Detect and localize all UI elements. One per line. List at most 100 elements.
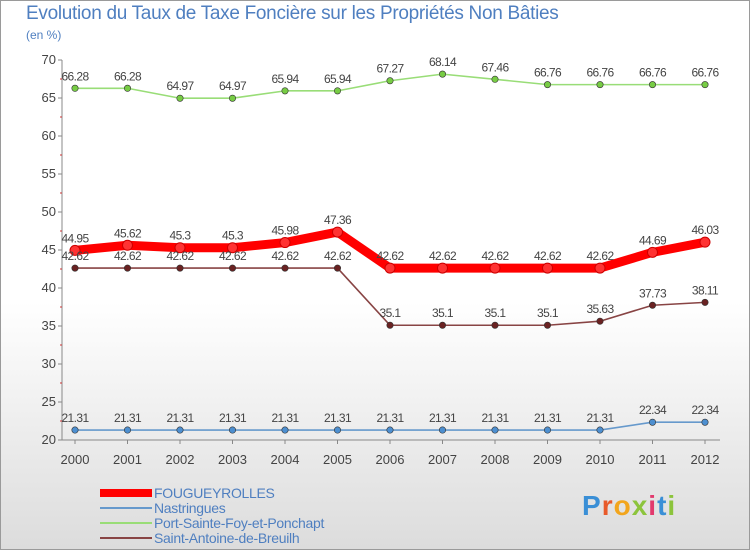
data-label: 42.62 xyxy=(429,249,457,263)
legend-label: Nastringues xyxy=(154,499,226,516)
legend-label: Saint-Antoine-de-Breuilh xyxy=(154,529,300,546)
x-tick-label: 2012 xyxy=(691,452,720,467)
data-point xyxy=(333,264,341,272)
data-label: 42.62 xyxy=(114,249,142,263)
data-point xyxy=(71,264,79,272)
data-label: 21.31 xyxy=(429,411,457,425)
legend-label: FOUGUEYROLLES xyxy=(154,484,275,501)
x-tick-label: 2006 xyxy=(376,452,405,467)
data-point xyxy=(542,262,553,274)
data-point xyxy=(386,77,394,85)
data-point xyxy=(71,426,79,434)
y-tick-label: 50 xyxy=(42,204,56,219)
data-point xyxy=(648,301,656,309)
data-label: 65.94 xyxy=(271,72,299,86)
data-label: 45.3 xyxy=(222,229,244,243)
data-label: 21.31 xyxy=(61,411,89,425)
data-point xyxy=(386,321,394,329)
data-label: 68.14 xyxy=(429,55,457,69)
legend-swatch xyxy=(100,536,152,539)
data-point xyxy=(596,426,604,434)
y-tick-label: 60 xyxy=(42,128,56,143)
data-point xyxy=(543,426,551,434)
data-label: 21.31 xyxy=(271,411,299,425)
data-label: 64.97 xyxy=(219,79,247,93)
x-tick-label: 2000 xyxy=(61,452,90,467)
data-label: 21.31 xyxy=(534,411,562,425)
legend-label: Port-Sainte-Foy-et-Ponchapt xyxy=(154,514,325,531)
data-point xyxy=(176,264,184,272)
data-point xyxy=(229,426,237,434)
legend-item-fougueyrolles: FOUGUEYROLLES xyxy=(100,484,324,501)
logo-letter: P xyxy=(582,490,602,521)
data-label: 66.76 xyxy=(586,66,614,80)
legend-swatch xyxy=(100,488,152,497)
data-point xyxy=(384,262,396,274)
data-point xyxy=(648,418,656,426)
data-point xyxy=(386,426,394,434)
data-point xyxy=(596,81,604,89)
data-label: 67.27 xyxy=(376,62,404,76)
data-point xyxy=(124,426,132,434)
data-label: 42.62 xyxy=(219,249,247,263)
x-tick-label: 2008 xyxy=(481,452,510,467)
data-point xyxy=(69,244,81,256)
data-point xyxy=(701,81,709,89)
y-tick-label: 30 xyxy=(42,356,56,371)
data-point xyxy=(438,426,446,434)
logo-letter: i xyxy=(648,490,658,521)
legend-item-saint-antoine: Saint-Antoine-de-Breuilh xyxy=(100,529,324,546)
data-label: 35.1 xyxy=(485,306,507,320)
data-point xyxy=(332,226,343,238)
data-point xyxy=(281,426,289,434)
data-label: 21.31 xyxy=(166,411,194,425)
data-label: 42.62 xyxy=(166,249,194,263)
x-tick-label: 2005 xyxy=(323,452,352,467)
data-label: 35.1 xyxy=(537,306,559,320)
y-tick-label: 70 xyxy=(42,52,56,67)
data-label: 64.97 xyxy=(166,79,194,93)
data-point xyxy=(489,262,501,274)
data-label: 42.62 xyxy=(586,249,614,263)
data-point xyxy=(491,321,499,329)
x-tick-label: 2003 xyxy=(218,452,247,467)
data-point xyxy=(122,239,133,251)
data-point xyxy=(176,94,184,102)
data-point xyxy=(176,426,184,434)
x-tick-label: 2001 xyxy=(113,452,142,467)
data-label: 42.62 xyxy=(376,249,404,263)
y-tick-label: 25 xyxy=(42,394,56,409)
legend-swatch xyxy=(100,521,152,524)
x-tick-label: 2004 xyxy=(271,452,300,467)
data-label: 66.28 xyxy=(114,69,142,83)
data-point xyxy=(648,81,656,89)
y-tick-label: 20 xyxy=(42,432,56,447)
x-tick-label: 2010 xyxy=(586,452,615,467)
legend: FOUGUEYROLLES Nastringues Port-Sainte-Fo… xyxy=(100,484,325,546)
data-label: 45.3 xyxy=(170,229,192,243)
x-tick-label: 2002 xyxy=(166,452,195,467)
x-tick-label: 2009 xyxy=(533,452,562,467)
data-point xyxy=(229,94,237,102)
y-tick-label: 40 xyxy=(42,280,56,295)
data-label: 46.03 xyxy=(691,223,719,237)
x-tick-label: 2007 xyxy=(428,452,457,467)
data-label: 65.94 xyxy=(324,72,352,86)
data-point xyxy=(647,246,658,258)
data-point xyxy=(281,264,289,272)
data-label: 22.34 xyxy=(639,403,667,417)
data-label: 44.95 xyxy=(61,231,89,245)
y-tick-label: 65 xyxy=(42,90,56,105)
data-label: 42.62 xyxy=(324,249,352,263)
data-label: 42.62 xyxy=(271,249,299,263)
data-point xyxy=(699,236,711,248)
data-point xyxy=(596,317,604,325)
data-label: 66.76 xyxy=(639,66,667,80)
data-label: 35.1 xyxy=(432,306,454,320)
data-point xyxy=(543,81,551,89)
data-label: 35.63 xyxy=(586,302,614,316)
data-label: 21.31 xyxy=(376,411,404,425)
data-label: 66.28 xyxy=(61,69,89,83)
data-label: 42.62 xyxy=(534,249,562,263)
legend-item-nastringues: Nastringues xyxy=(100,499,324,516)
